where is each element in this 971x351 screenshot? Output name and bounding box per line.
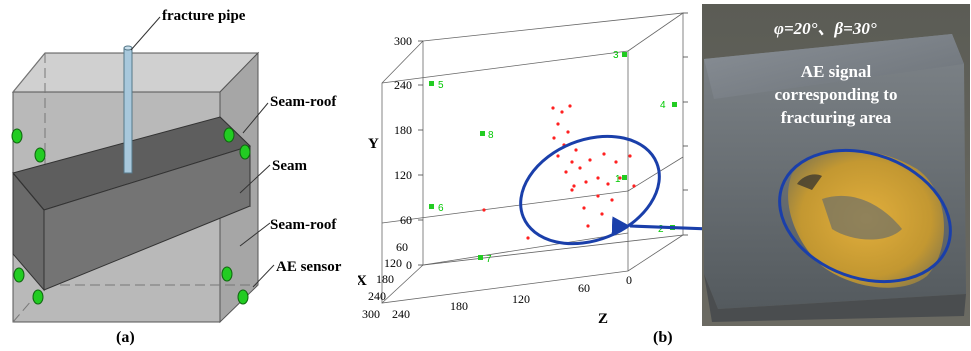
ae-event-point [574,148,578,152]
ae-event-point [600,212,604,216]
y-tick: 240 [394,78,412,92]
sensor-marker [429,81,434,86]
ae-sensor-dot [13,267,25,283]
sensor-label: 6 [438,203,444,214]
sensor-label: 3 [613,50,619,61]
y-tick: 120 [394,168,412,182]
ae-event-point [628,154,632,158]
x-tick: 240 [368,289,386,303]
ae-event-point [551,106,555,110]
sensor-marker [670,225,675,230]
ae-event-point [556,122,560,126]
sensor-label: 5 [438,80,444,91]
ae-event-point [578,166,582,170]
x-tick: 60 [396,240,408,254]
label-ae-sensor: AE sensor [276,259,342,275]
label-seam-roof-bottom: Seam-roof [270,217,337,233]
ae-sensors [11,127,251,305]
ae-sensor-dot [34,147,46,163]
box-top-face [11,52,260,93]
ae-event-point [570,188,574,192]
x-axis-label: X [358,273,367,289]
panel-a-schematic: fracture pipe Seam-roof Seam Seam-roof A… [11,8,342,346]
sensor-marker [622,52,627,57]
ae-sensor-dot [237,289,249,305]
y-tick: 0 [406,258,412,272]
z-tick: 120 [512,292,530,306]
y-axis-label: Y [368,136,379,152]
ae-event-point [552,136,556,140]
annotation-line-1: AE signal [801,62,872,81]
panel-b-caption: (b) [653,329,673,346]
ae-event-point [570,160,574,164]
sensor-marker [429,204,434,209]
x-tick: 300 [362,307,380,321]
angle-label: φ=20°、β=30° [774,19,877,38]
ae-event-point [610,198,614,202]
sensor-marker [478,255,483,260]
ae-sensor-dot [221,266,233,282]
photo-fracture-ellipse [778,148,952,284]
sensor-label: 1 [615,174,621,185]
annotation-line-3: fracturing area [781,108,892,127]
y-tick: 180 [394,123,412,137]
fracture-pipe [123,47,133,174]
z-tick: 180 [450,299,468,313]
ae-event-point [556,154,560,158]
annotation-line-2: corresponding to [775,85,898,104]
z-tick: 60 [578,281,590,295]
ae-event-point [606,182,610,186]
ae-event-point [596,176,600,180]
ae-event-point [618,176,622,180]
specimen-photo: φ=20°、β=30° AE signal corresponding to f… [702,4,970,326]
ae-event-point [568,104,572,108]
y-tick: 60 [400,213,412,227]
y-tick: 300 [394,34,412,48]
sensor-label: 7 [486,254,492,265]
ae-sensor-dot [223,127,235,143]
ae-event-point [632,184,636,188]
ae-event-point [566,130,570,134]
x-tick: 180 [376,272,394,286]
ae-event-point [602,152,606,156]
ae-event-point [526,236,530,240]
panel-a-caption: (a) [116,329,135,346]
z-axis-label: Z [598,311,608,327]
sensor-marker [672,102,677,107]
sensor-label: 4 [660,100,666,111]
ae-event-points [482,104,636,240]
fracture-area-ellipse [519,134,661,246]
z-tick: 0 [626,273,632,287]
x-tick: 120 [384,256,402,270]
ae-event-point [584,180,588,184]
ae-sensor-dot [11,128,23,144]
ae-event-point [572,184,576,188]
ae-event-point [482,208,486,212]
label-seam-roof-top: Seam-roof [270,94,337,110]
ae-event-point [560,110,564,114]
ae-event-point [596,194,600,198]
ae-sensor-dot [32,289,44,305]
label-seam: Seam [272,158,308,174]
sensor-label: 8 [488,130,494,141]
ae-event-point [582,206,586,210]
sensor-marker [622,175,627,180]
ae-event-point [586,224,590,228]
ae-event-point [564,170,568,174]
label-fracture-pipe: fracture pipe [162,8,246,24]
panel-b-3d-plot: 300 240 180 120 60 0 Y 60 120 180 240 30… [358,12,688,346]
sensor-marker [480,131,485,136]
ae-event-point [614,160,618,164]
ae-event-point [588,158,592,162]
sensor-label: 2 [658,224,664,235]
z-tick: 240 [392,307,410,321]
sensor-markers [429,52,677,260]
ae-sensor-dot [239,144,251,160]
specimen-photo-panel: φ=20°、β=30° AE signal corresponding to f… [702,4,970,326]
